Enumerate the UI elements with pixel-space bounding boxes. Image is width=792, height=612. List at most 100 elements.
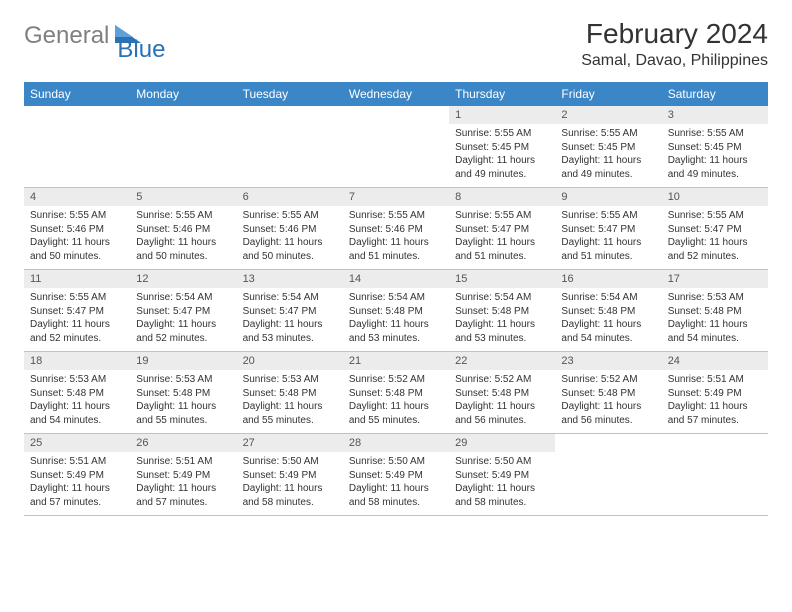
weekday-header: Sunday — [24, 82, 130, 106]
day-detail-line: Sunset: 5:47 PM — [561, 223, 655, 237]
day-detail-line: Daylight: 11 hours — [30, 318, 124, 332]
calendar-cell: 9Sunrise: 5:55 AMSunset: 5:47 PMDaylight… — [555, 188, 661, 270]
calendar-cell: 21 Sunrise: 5:52 AMSunset: 5:48 PMDayligh… — [343, 352, 449, 434]
calendar-week-row: 1Sunrise: 5:55 AMSunset: 5:45 PMDaylight… — [24, 106, 768, 188]
day-detail-line: Daylight: 11 hours — [136, 236, 230, 250]
day-detail-line: Sunset: 5:46 PM — [243, 223, 337, 237]
day-detail-line: and 52 minutes. — [30, 332, 124, 346]
day-details — [343, 112, 449, 168]
calendar-cell — [555, 434, 661, 516]
day-detail-line: Sunset: 5:45 PM — [561, 141, 655, 155]
day-details: Sunrise: 5:53 AMSunset: 5:48 PMDaylight:… — [24, 370, 130, 433]
day-details: Sunrise: 5:52 AMSunset: 5:48 PMDaylight:… — [555, 370, 661, 433]
day-detail-line: Daylight: 11 hours — [30, 482, 124, 496]
day-details: Sunrise: 5:53 AMSunset: 5:48 PMDaylight:… — [130, 370, 236, 433]
day-details: Sunrise: 5:53 AMSunset: 5:48 PMDaylight:… — [662, 288, 768, 351]
day-detail-line: Sunset: 5:48 PM — [349, 387, 443, 401]
day-detail-line: Daylight: 11 hours — [243, 318, 337, 332]
day-details: Sunrise: 5:55 AMSunset: 5:46 PMDaylight:… — [24, 206, 130, 269]
day-detail-line: and 52 minutes. — [136, 332, 230, 346]
day-number: 19 — [130, 352, 236, 370]
day-detail-line: and 50 minutes. — [136, 250, 230, 264]
day-details: Sunrise: 5:52 AMSunset: 5:48 PMDaylight:… — [449, 370, 555, 433]
day-number: 5 — [130, 188, 236, 206]
calendar-body: 1Sunrise: 5:55 AMSunset: 5:45 PMDaylight… — [24, 106, 768, 516]
calendar-week-row: 11Sunrise: 5:55 AMSunset: 5:47 PMDayligh… — [24, 270, 768, 352]
page-header: General Blue February 2024 Samal, Davao,… — [24, 18, 768, 70]
day-detail-line: and 56 minutes. — [455, 414, 549, 428]
calendar-cell — [130, 106, 236, 188]
calendar-cell: 11Sunrise: 5:55 AMSunset: 5:47 PMDayligh… — [24, 270, 130, 352]
day-detail-line: Daylight: 11 hours — [30, 400, 124, 414]
day-number: 16 — [555, 270, 661, 288]
day-detail-line: and 51 minutes. — [349, 250, 443, 264]
day-detail-line: Daylight: 11 hours — [561, 318, 655, 332]
day-detail-line: and 49 minutes. — [668, 168, 762, 182]
calendar-week-row: 4Sunrise: 5:55 AMSunset: 5:46 PMDaylight… — [24, 188, 768, 270]
calendar-week-row: 18Sunrise: 5:53 AMSunset: 5:48 PMDayligh… — [24, 352, 768, 434]
day-details — [130, 112, 236, 168]
day-details: Sunrise: 5:51 AMSunset: 5:49 PMDaylight:… — [662, 370, 768, 433]
calendar-cell: 4Sunrise: 5:55 AMSunset: 5:46 PMDaylight… — [24, 188, 130, 270]
day-detail-line: Sunset: 5:45 PM — [668, 141, 762, 155]
location-text: Samal, Davao, Philippines — [581, 52, 768, 70]
day-number: 21 — [343, 352, 449, 370]
day-details — [555, 440, 661, 496]
day-details: Sunrise: 5:54 AMSunset: 5:48 PMDaylight:… — [343, 288, 449, 351]
day-detail-line: Daylight: 11 hours — [136, 318, 230, 332]
day-detail-line: and 57 minutes. — [30, 496, 124, 510]
calendar-cell: 18Sunrise: 5:53 AMSunset: 5:48 PMDayligh… — [24, 352, 130, 434]
day-detail-line: and 54 minutes. — [30, 414, 124, 428]
day-detail-line: Daylight: 11 hours — [349, 482, 443, 496]
day-detail-line: and 50 minutes. — [243, 250, 337, 264]
calendar-cell: 25Sunrise: 5:51 AMSunset: 5:49 PMDayligh… — [24, 434, 130, 516]
calendar-cell: 16Sunrise: 5:54 AMSunset: 5:48 PMDayligh… — [555, 270, 661, 352]
calendar-cell: 26Sunrise: 5:51 AMSunset: 5:49 PMDayligh… — [130, 434, 236, 516]
day-detail-line: and 53 minutes. — [243, 332, 337, 346]
weekday-header: Thursday — [449, 82, 555, 106]
day-number: 4 — [24, 188, 130, 206]
day-details: Sunrise: 5:55 AMSunset: 5:47 PMDaylight:… — [555, 206, 661, 269]
day-detail-line: Daylight: 11 hours — [349, 400, 443, 414]
day-detail-line: Sunset: 5:47 PM — [30, 305, 124, 319]
calendar-cell: 1Sunrise: 5:55 AMSunset: 5:45 PMDaylight… — [449, 106, 555, 188]
day-detail-line: Sunset: 5:49 PM — [349, 469, 443, 483]
day-number: 12 — [130, 270, 236, 288]
day-details: Sunrise: 5:55 AMSunset: 5:46 PMDaylight:… — [343, 206, 449, 269]
day-detail-line: Sunset: 5:49 PM — [30, 469, 124, 483]
day-detail-line: Daylight: 11 hours — [30, 236, 124, 250]
day-detail-line: and 58 minutes. — [243, 496, 337, 510]
day-detail-line: and 56 minutes. — [561, 414, 655, 428]
day-number: 13 — [237, 270, 343, 288]
day-detail-line: Sunrise: 5:53 AM — [243, 373, 337, 387]
day-detail-line: Sunrise: 5:52 AM — [349, 373, 443, 387]
calendar-cell: 10Sunrise: 5:55 AMSunset: 5:47 PMDayligh… — [662, 188, 768, 270]
day-number: 28 — [343, 434, 449, 452]
calendar-cell: 22Sunrise: 5:52 AMSunset: 5:48 PMDayligh… — [449, 352, 555, 434]
day-detail-line: Sunset: 5:48 PM — [561, 387, 655, 401]
calendar-cell: 15Sunrise: 5:54 AMSunset: 5:48 PMDayligh… — [449, 270, 555, 352]
calendar-cell: 27Sunrise: 5:50 AMSunset: 5:49 PMDayligh… — [237, 434, 343, 516]
day-detail-line: Sunrise: 5:54 AM — [349, 291, 443, 305]
brand-text-gray: General — [24, 22, 109, 50]
day-detail-line: Sunrise: 5:55 AM — [561, 209, 655, 223]
day-detail-line: Daylight: 11 hours — [136, 400, 230, 414]
day-detail-line: Sunset: 5:49 PM — [136, 469, 230, 483]
day-number: 24 — [662, 352, 768, 370]
calendar-cell: 8Sunrise: 5:55 AMSunset: 5:47 PMDaylight… — [449, 188, 555, 270]
day-number: 26 — [130, 434, 236, 452]
day-detail-line: Sunrise: 5:50 AM — [455, 455, 549, 469]
day-number: 8 — [449, 188, 555, 206]
day-number: 22 — [449, 352, 555, 370]
day-detail-line: and 55 minutes. — [243, 414, 337, 428]
day-number: 14 — [343, 270, 449, 288]
day-detail-line: Sunrise: 5:55 AM — [455, 209, 549, 223]
day-detail-line: Sunset: 5:46 PM — [136, 223, 230, 237]
day-details: Sunrise: 5:55 AMSunset: 5:46 PMDaylight:… — [130, 206, 236, 269]
day-detail-line: Sunset: 5:47 PM — [455, 223, 549, 237]
day-detail-line: Daylight: 11 hours — [561, 154, 655, 168]
day-detail-line: Daylight: 11 hours — [668, 236, 762, 250]
day-detail-line: Sunset: 5:48 PM — [455, 387, 549, 401]
day-detail-line: and 51 minutes. — [455, 250, 549, 264]
day-details: Sunrise: 5:55 AMSunset: 5:47 PMDaylight:… — [24, 288, 130, 351]
